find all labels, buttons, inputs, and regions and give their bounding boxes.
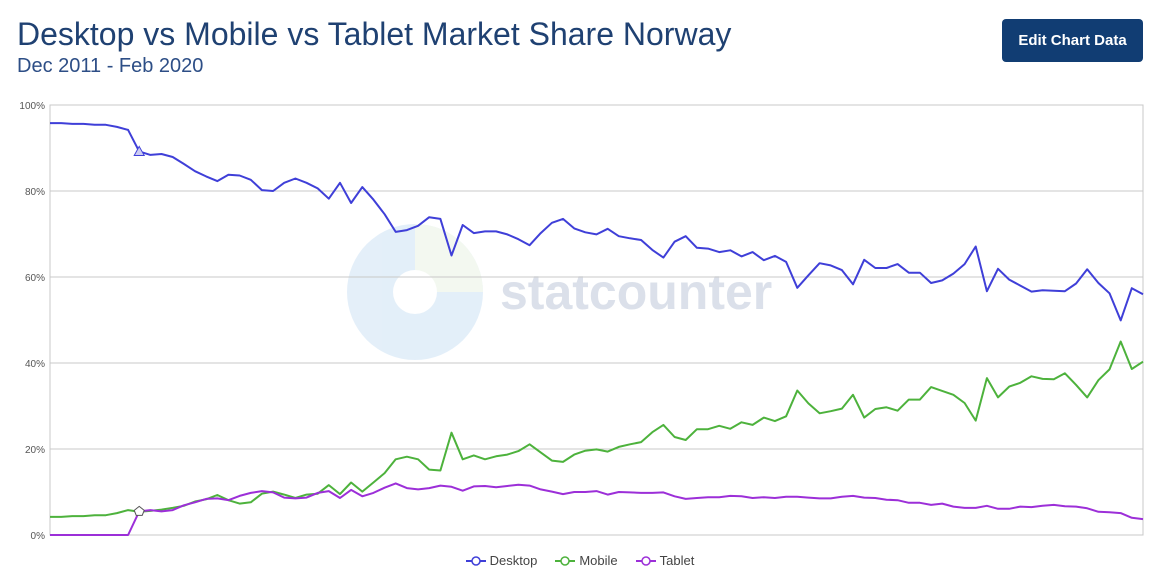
series-line-mobile[interactable] bbox=[50, 340, 1144, 518]
legend-desktop-marker bbox=[465, 555, 486, 566]
legend-mobile-marker bbox=[555, 555, 576, 566]
series-lines bbox=[50, 122, 1144, 536]
chart-subtitle: Dec 2011 - Feb 2020 bbox=[17, 55, 204, 77]
watermark-logo-segment bbox=[415, 224, 483, 292]
y-axis-labels: 0% 20% 40% 60% 80% 100% bbox=[19, 101, 45, 542]
marker-desktop[interactable] bbox=[133, 145, 146, 156]
legend-tablet-marker bbox=[635, 555, 656, 566]
y-tick-label: 100% bbox=[19, 101, 45, 112]
legend-item-mobile[interactable]: Mobile bbox=[555, 553, 618, 568]
y-tick-label: 60% bbox=[25, 273, 45, 284]
watermark-text: statcounter bbox=[500, 264, 772, 320]
series-line-tablet[interactable] bbox=[50, 482, 1144, 536]
y-tick-label: 0% bbox=[31, 531, 46, 542]
y-tick-label: 40% bbox=[25, 359, 45, 370]
grid bbox=[49, 104, 1144, 536]
legend-item-tablet[interactable]: Tablet bbox=[635, 553, 695, 568]
series-markers bbox=[133, 145, 146, 516]
y-tick-label: 20% bbox=[25, 445, 45, 456]
marker-tablet[interactable] bbox=[133, 505, 145, 516]
legend-mobile-label: Mobile bbox=[579, 553, 618, 568]
watermark-logo-hole bbox=[393, 270, 437, 314]
legend-item-desktop[interactable]: Desktop bbox=[465, 553, 538, 568]
plot-frame bbox=[49, 104, 1144, 536]
legend-tablet-label: Tablet bbox=[659, 553, 695, 568]
series-line-desktop[interactable] bbox=[50, 122, 1144, 322]
statcounter-watermark: statcounter bbox=[347, 224, 772, 360]
y-tick-label: 80% bbox=[25, 187, 45, 198]
edit-chart-data-button[interactable]: Edit Chart Data bbox=[1002, 19, 1143, 62]
legend-desktop-label: Desktop bbox=[489, 553, 538, 568]
legend: Desktop Mobile Tablet bbox=[0, 553, 1160, 568]
chart-title: Desktop vs Mobile vs Tablet Market Share… bbox=[17, 16, 732, 52]
